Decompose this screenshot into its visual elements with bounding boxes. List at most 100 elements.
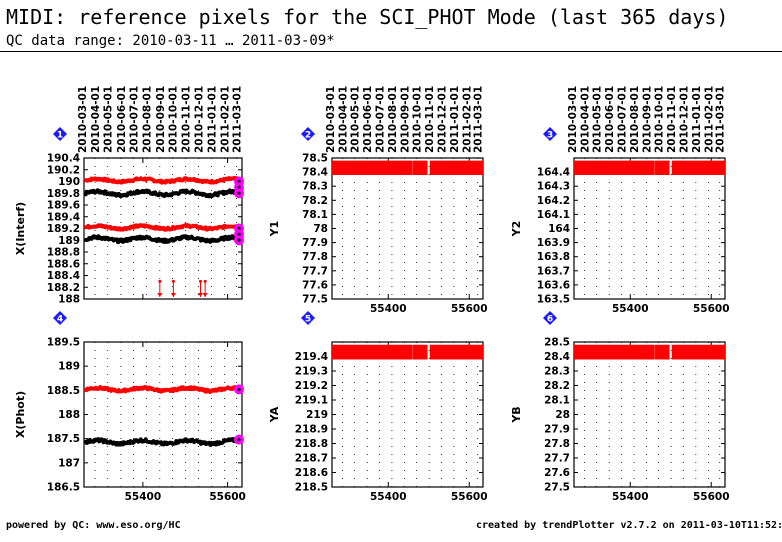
y-tick-label: 187 (58, 457, 80, 469)
x-tick-label: 55400 (612, 491, 649, 503)
footer-created-by: created by trendPlotter v2.7.2 on 2011-0… (476, 520, 782, 531)
outlier-marker (198, 279, 202, 283)
date-tick-label: 2011-02-01 (220, 86, 232, 153)
y-axis-label: X(Phot) (14, 391, 27, 438)
y-axis-label: Y2 (510, 221, 523, 238)
y-tick-label: 77.8 (302, 251, 328, 263)
y-tick-label: 219.1 (295, 395, 328, 407)
data-point (237, 387, 241, 391)
y-tick-label: 163.8 (537, 251, 570, 263)
outlier-arrow-head (202, 293, 208, 297)
x-tick-label: 55400 (370, 303, 407, 315)
y-tick-label: 28.1 (544, 395, 570, 407)
y-tick-label: 78.1 (302, 209, 328, 221)
y-tick-label: 27.5 (544, 482, 570, 494)
y-tick-label: 27.6 (544, 467, 570, 479)
date-tick-label: 2010-08-01 (629, 86, 641, 153)
panel-2: 2 2010-03-01 2010-04-01 2010-05-01 2010-06-0… (268, 86, 488, 315)
y-axis-label: Y1 (268, 221, 281, 238)
y-tick-label: 164.3 (537, 181, 570, 193)
panel-badge-number: 6 (547, 315, 553, 325)
date-tick-label: 2010-08-01 (142, 86, 154, 153)
panel-badge-number: 5 (305, 315, 311, 325)
date-tick-label: 2010-04-01 (580, 86, 592, 153)
y-tick-label: 188.4 (47, 270, 80, 282)
y-tick-label: 28 (555, 409, 570, 421)
y-tick-label: 78.4 (302, 167, 328, 179)
panel-badge-diamond (53, 127, 67, 141)
y-tick-label: 188 (58, 294, 80, 306)
panel-badge-diamond (301, 311, 315, 325)
y-tick-label: 186.5 (47, 482, 80, 494)
plot-frame (573, 157, 726, 300)
date-tick-label: 2011-02-01 (703, 86, 715, 153)
y-tick-label: 164.4 (537, 167, 570, 179)
y-tick-label: 189.4 (47, 211, 80, 223)
panel-1: 1 2010-03-01 2010-04-01 2010-05-01 2010-06-0… (14, 86, 245, 306)
date-tick-label: 2010-05-01 (592, 86, 604, 153)
y-tick-label: 219.3 (295, 366, 328, 378)
data-point (237, 226, 241, 231)
date-tick-label: 2010-11-01 (181, 86, 193, 153)
y-axis-label: X(Interf) (14, 202, 27, 255)
page-subtitle: QC data range: 2010-03-11 … 2011-03-09* (6, 33, 335, 49)
y-tick-label: 28.3 (544, 366, 570, 378)
panel-badge-diamond (301, 127, 315, 141)
y-tick-label: 188 (58, 409, 80, 421)
y-tick-label: 27.7 (544, 453, 570, 465)
date-tick-label: 2010-06-01 (604, 86, 616, 153)
panel-5: 5 218.5 218.6 218.7 218.8 218.9 219 219.1 219.2 2… (268, 311, 488, 503)
date-tick-label: 2010-10-01 (168, 86, 180, 153)
date-tick-label: 2011-01-01 (207, 86, 219, 153)
y-tick-label: 164 (548, 223, 570, 235)
outlier-marker (203, 279, 207, 283)
data-point (237, 191, 241, 195)
x-tick-label: 55400 (612, 303, 649, 315)
y-tick-label: 218.7 (295, 453, 328, 465)
y-tick-label: 189 (58, 361, 80, 373)
y-tick-label: 77.5 (302, 294, 328, 306)
panel-badge-number: 3 (547, 131, 553, 141)
y-tick-label: 189.6 (47, 200, 80, 212)
date-tick-label: 2010-03-01 (77, 86, 89, 153)
y-tick-label: 78.2 (302, 195, 328, 207)
date-tick-label: 2011-03-01 (231, 86, 243, 153)
y-tick-label: 164.2 (537, 195, 570, 207)
y-tick-label: 189.8 (47, 188, 80, 200)
panel-badge-number: 4 (57, 315, 63, 325)
panel-6: 6 27.5 27.6 27.7 27.8 27.9 28 28.1 28.2 28.3 28.4 2… (510, 311, 730, 503)
panel-badge-diamond (543, 127, 557, 141)
data-point (237, 438, 241, 442)
y-tick-label: 163.6 (537, 279, 570, 291)
footer-powered-by: powered by QC: www.eso.org/HC (6, 520, 181, 531)
date-tick-label: 2010-07-01 (616, 86, 628, 153)
y-tick-label: 218.5 (295, 482, 328, 494)
date-tick-label: 2010-12-01 (193, 86, 205, 153)
y-tick-label: 189.5 (47, 337, 80, 349)
x-tick-label: 55600 (451, 491, 488, 503)
title-divider (0, 51, 782, 52)
date-tick-label: 2010-11-01 (424, 86, 436, 153)
y-tick-label: 27.8 (544, 438, 570, 450)
x-tick-label: 55600 (693, 303, 730, 315)
panel-badge-diamond (543, 311, 557, 325)
y-tick-label: 163.9 (537, 237, 570, 249)
date-tick-label: 2010-11-01 (666, 86, 678, 153)
y-tick-label: 164.1 (537, 209, 570, 221)
data-point (237, 238, 241, 242)
date-tick-label: 2010-09-01 (641, 86, 653, 153)
y-tick-label: 190.2 (47, 164, 80, 176)
outlier-arrow-head (157, 293, 163, 297)
y-tick-label: 218.9 (295, 424, 328, 436)
x-tick-label: 55400 (370, 491, 407, 503)
date-tick-label: 2010-03-01 (567, 86, 579, 153)
plot-frame (331, 157, 484, 300)
date-tick-label: 2011-02-01 (461, 86, 473, 153)
y-tick-label: 188.5 (47, 385, 80, 397)
data-point (237, 232, 241, 236)
date-tick-label: 2010-04-01 (90, 86, 102, 153)
date-tick-label: 2010-03-01 (325, 86, 337, 153)
date-tick-label: 2010-07-01 (129, 86, 141, 153)
y-tick-label: 28.4 (544, 351, 570, 363)
date-tick-label: 2011-01-01 (449, 86, 461, 153)
